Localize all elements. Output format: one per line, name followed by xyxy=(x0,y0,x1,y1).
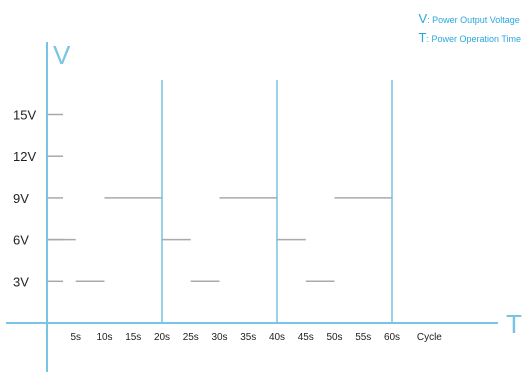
legend-voltage-text: : Power Output Voltage xyxy=(427,15,520,25)
x-axis-title: T xyxy=(506,309,522,339)
legend-voltage: V: Power Output Voltage xyxy=(419,10,522,29)
y-tick-label: 9V xyxy=(13,191,29,206)
legend: V: Power Output Voltage T: Power Operati… xyxy=(419,10,522,48)
x-tick-label: 50s xyxy=(326,332,342,343)
y-axis-title: V xyxy=(53,40,71,70)
x-tick-label: 25s xyxy=(183,332,199,343)
x-tick-label: 45s xyxy=(298,332,314,343)
legend-time-text: : Power Operation Time xyxy=(426,34,521,44)
legend-voltage-key: V xyxy=(418,11,428,26)
x-tick-label: 40s xyxy=(269,332,285,343)
x-tick-label: Cycle xyxy=(417,332,442,343)
x-tick-label: 15s xyxy=(125,332,141,343)
x-tick-label: 60s xyxy=(384,332,400,343)
y-tick-label: 3V xyxy=(13,274,29,289)
y-tick-label: 15V xyxy=(13,108,36,123)
y-tick-label: 6V xyxy=(13,233,29,248)
x-tick-label: 30s xyxy=(211,332,227,343)
x-tick-label: 35s xyxy=(240,332,256,343)
legend-time-key: T xyxy=(418,30,427,45)
x-tick-label: 55s xyxy=(355,332,371,343)
legend-time: T: Power Operation Time xyxy=(419,29,522,48)
x-tick-label: 10s xyxy=(96,332,112,343)
y-tick-label: 12V xyxy=(13,149,36,164)
x-tick-label: 20s xyxy=(154,332,170,343)
x-tick-label: 5s xyxy=(70,332,81,343)
